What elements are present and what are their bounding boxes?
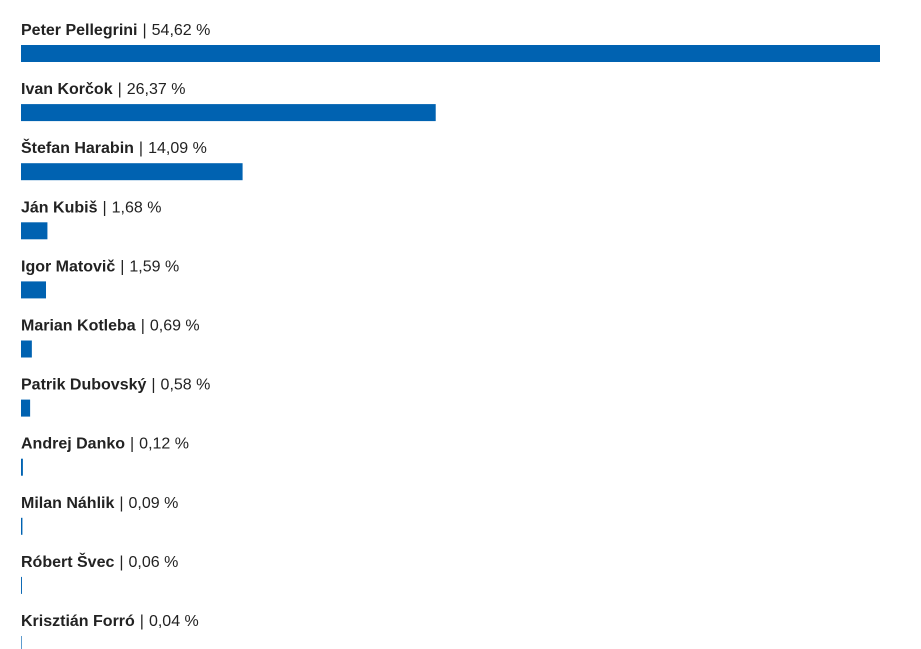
- category-name: Marian Kotleba: [21, 318, 136, 335]
- bar-label: Andrej Danko | 0,12 %: [21, 436, 189, 453]
- category-name: Peter Pellegrini: [21, 22, 138, 39]
- value-label: 54,62 %: [152, 22, 211, 39]
- bar-label: Ján Kubiš | 1,68 %: [21, 200, 161, 217]
- bar: [21, 636, 22, 649]
- separator: |: [102, 200, 106, 217]
- separator: |: [151, 377, 155, 394]
- value-label: 0,04 %: [149, 613, 199, 630]
- bar: [21, 399, 31, 417]
- separator: |: [119, 495, 123, 512]
- value-label: 0,12 %: [139, 436, 189, 453]
- bar-label: Patrik Dubovský | 0,58 %: [21, 377, 210, 394]
- bar-label: Marian Kotleba | 0,69 %: [21, 318, 200, 335]
- bar: [21, 576, 22, 594]
- bar: [21, 281, 47, 299]
- category-name: Milan Náhlik: [21, 495, 114, 512]
- category-name: Ján Kubiš: [21, 200, 98, 217]
- bar: [21, 163, 243, 181]
- separator: |: [139, 140, 143, 157]
- bar-label: Milan Náhlik | 0,09 %: [21, 495, 178, 512]
- bar-label: Štefan Harabin | 14,09 %: [21, 138, 207, 157]
- category-name: Patrik Dubovský: [21, 377, 146, 394]
- value-label: 0,06 %: [129, 554, 179, 571]
- bar-label: Igor Matovič | 1,59 %: [21, 259, 179, 276]
- category-name: Krisztián Forró: [21, 613, 135, 630]
- separator: |: [130, 436, 134, 453]
- category-name: Ivan Korčok: [21, 81, 113, 98]
- bar-label: Ivan Korčok | 26,37 %: [21, 81, 185, 98]
- separator: |: [141, 318, 145, 335]
- value-label: 14,09 %: [148, 140, 207, 157]
- value-label: 0,09 %: [129, 495, 179, 512]
- category-name: Róbert Švec: [21, 552, 114, 571]
- separator: |: [120, 259, 124, 276]
- value-label: 0,58 %: [161, 377, 211, 394]
- bar: [21, 458, 23, 476]
- bar: [21, 340, 32, 358]
- bar: [21, 517, 23, 535]
- value-label: 26,37 %: [127, 81, 186, 98]
- bar: [21, 104, 436, 122]
- separator: |: [119, 554, 123, 571]
- separator: |: [118, 81, 122, 98]
- separator: |: [140, 613, 144, 630]
- separator: |: [143, 22, 147, 39]
- value-label: 1,68 %: [112, 200, 162, 217]
- bar: [21, 45, 880, 62]
- bar-label: Peter Pellegrini | 54,62 %: [21, 22, 210, 39]
- category-name: Andrej Danko: [21, 436, 125, 453]
- bar-label: Róbert Švec | 0,06 %: [21, 552, 178, 571]
- bar: [21, 222, 48, 240]
- value-label: 1,59 %: [129, 259, 179, 276]
- bar-label: Krisztián Forró | 0,04 %: [21, 613, 199, 630]
- value-label: 0,69 %: [150, 318, 200, 335]
- category-name: Igor Matovič: [21, 259, 115, 276]
- category-name: Štefan Harabin: [21, 138, 134, 157]
